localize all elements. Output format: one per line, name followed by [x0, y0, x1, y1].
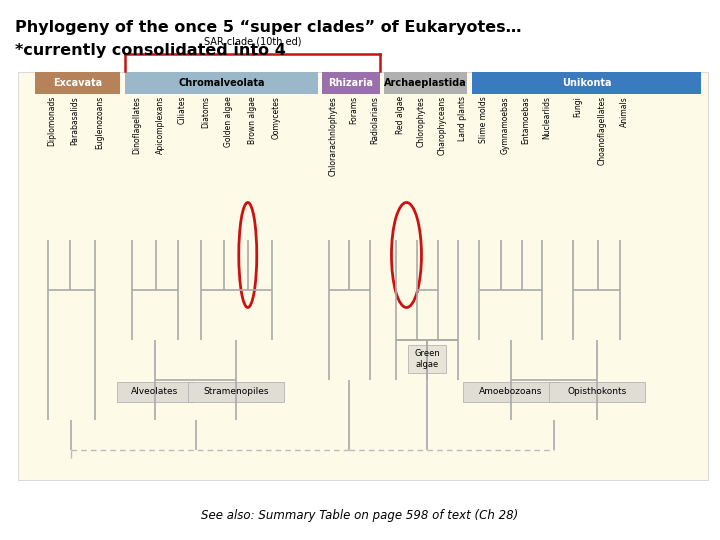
Text: Entamoebas: Entamoebas	[522, 96, 531, 144]
Bar	[408, 345, 446, 373]
Text: Slime molds: Slime molds	[479, 96, 488, 143]
Text: Euglenozoans: Euglenozoans	[95, 96, 104, 149]
Text: Chromalveolata: Chromalveolata	[179, 78, 265, 88]
Text: Fungi: Fungi	[573, 96, 582, 117]
Bar	[384, 72, 467, 94]
Bar	[549, 382, 645, 402]
Bar	[35, 72, 120, 94]
Text: Phylogeny of the once 5 “super clades” of Eukaryotes…: Phylogeny of the once 5 “super clades” o…	[15, 20, 521, 35]
Text: Parabasalids: Parabasalids	[71, 96, 79, 145]
Text: Dinoflagellates: Dinoflagellates	[132, 96, 141, 154]
Text: SAR clade (10th ed): SAR clade (10th ed)	[204, 37, 302, 47]
Bar	[18, 72, 708, 480]
Text: Unikonta: Unikonta	[562, 78, 611, 88]
Bar	[463, 382, 559, 402]
Text: Forams: Forams	[349, 96, 359, 124]
Text: Green
algae: Green algae	[414, 349, 440, 369]
Text: Opisthokonts: Opisthokonts	[567, 388, 626, 396]
Text: Animals: Animals	[621, 96, 629, 127]
Text: Gymnamoebas: Gymnamoebas	[501, 96, 510, 153]
Bar	[125, 72, 318, 94]
Text: Amoebozoans: Amoebozoans	[479, 388, 542, 396]
Text: Oomycetes: Oomycetes	[272, 96, 281, 139]
Text: Golden algae: Golden algae	[224, 96, 233, 147]
Text: Choanoflagellates: Choanoflagellates	[598, 96, 606, 165]
Text: Ciliates: Ciliates	[178, 96, 187, 125]
Bar	[189, 382, 284, 402]
Text: *currently consolidated into 4: *currently consolidated into 4	[15, 43, 286, 58]
Text: Brown algae: Brown algae	[248, 96, 257, 144]
Text: Stramenopiles: Stramenopiles	[204, 388, 269, 396]
Text: See also: Summary Table on page 598 of text (Ch 28): See also: Summary Table on page 598 of t…	[202, 509, 518, 522]
Text: Excavata: Excavata	[53, 78, 102, 88]
Text: Chlorarachnlophytes: Chlorarachnlophytes	[328, 96, 338, 176]
Text: Land plants: Land plants	[458, 96, 467, 141]
Bar	[472, 72, 701, 94]
Text: Diplomonads: Diplomonads	[48, 96, 57, 146]
Bar	[322, 72, 380, 94]
Text: Chlorophytes: Chlorophytes	[417, 96, 426, 147]
Text: Archaeplastida: Archaeplastida	[384, 78, 467, 88]
Text: Alveolates: Alveolates	[131, 388, 179, 396]
Text: Apicomplexans: Apicomplexans	[156, 96, 165, 154]
Text: Nuclearlids: Nuclearlids	[542, 96, 552, 139]
Text: Rhizaria: Rhizaria	[328, 78, 374, 88]
Bar	[117, 382, 193, 402]
Text: Radiolarians: Radiolarians	[370, 96, 379, 144]
Text: Charophyceans: Charophyceans	[438, 96, 446, 156]
Text: Diatoms: Diatoms	[201, 96, 210, 128]
Text: Red algae: Red algae	[396, 96, 405, 134]
